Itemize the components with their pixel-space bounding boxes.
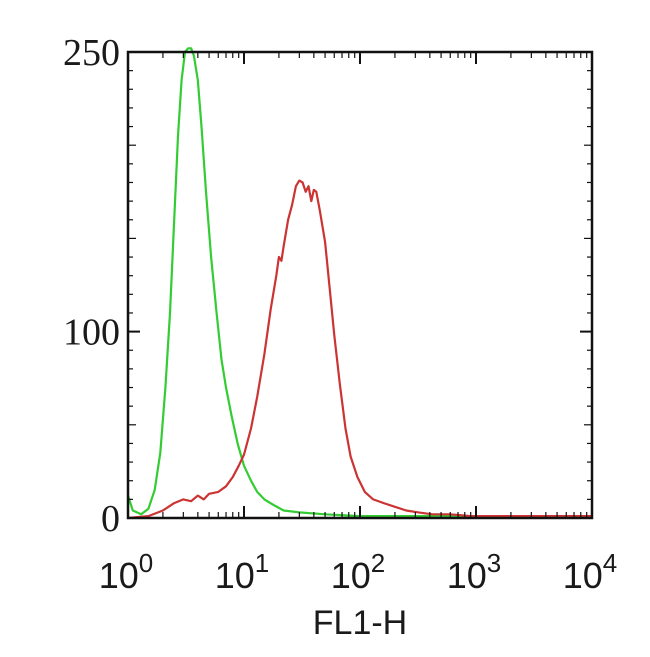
x-tick-exponent: 4 [603,548,617,578]
y-tick-label: 100 [63,312,120,354]
x-tick-label: 101 [215,548,270,596]
plot-area [126,47,594,520]
x-tick-base: 10 [563,555,603,596]
y-axis: 0 100 250 [63,32,592,540]
x-axis: 100 101 102 103 104 [99,52,618,596]
x-tick-label: 103 [447,548,502,596]
x-tick-label: 100 [99,548,154,596]
x-axis-title: FL1-H [313,604,407,642]
x-tick-exponent: 2 [371,548,385,578]
series-line-2 [127,179,592,520]
x-tick-base: 10 [331,555,371,596]
plot-background [128,52,592,518]
y-tick-label: 250 [63,32,120,74]
x-tick-label: 102 [331,548,386,596]
x-tick-label: 104 [563,548,618,596]
x-tick-exponent: 3 [487,548,501,578]
y-tick-label: 0 [101,498,120,540]
x-tick-base: 10 [99,555,139,596]
x-tick-base: 10 [447,555,487,596]
x-tick-exponent: 1 [255,548,269,578]
x-tick-base: 10 [215,555,255,596]
x-tick-exponent: 0 [139,548,153,578]
